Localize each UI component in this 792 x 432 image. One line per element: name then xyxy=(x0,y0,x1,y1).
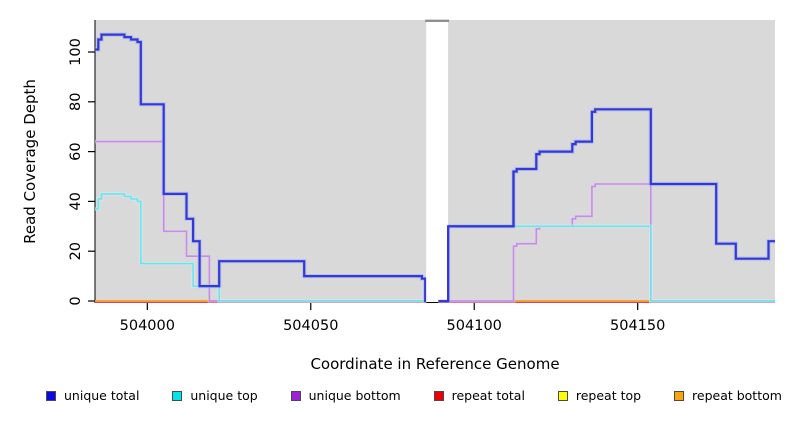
legend-label-repeat-total: repeat total xyxy=(451,388,525,403)
series-unique-bottom xyxy=(448,183,775,302)
legend-item-unique-bottom: unique bottom xyxy=(290,388,401,403)
y-tick-label: 20 xyxy=(68,242,84,260)
legend-swatch-repeat-bottom xyxy=(674,390,685,401)
series-unique-total-gap-runin xyxy=(438,171,515,303)
x-tick-label: 504150 xyxy=(610,318,665,334)
y-tick-label: 60 xyxy=(68,142,84,160)
series-unique-top xyxy=(95,193,427,302)
legend-item-repeat-total: repeat total xyxy=(433,388,525,403)
legend-label-unique-bottom: unique bottom xyxy=(308,388,401,403)
legend-label-repeat-top: repeat top xyxy=(575,388,642,403)
legend-item-unique-top: unique top xyxy=(172,388,258,403)
coverage-chart: 504000 504050 504100 504150 0 20 40 60 80 100 Coor… xyxy=(21,19,775,373)
legend-swatch-repeat-total xyxy=(433,390,444,401)
legend-item-repeat-top: repeat top xyxy=(557,388,642,403)
legend-swatch-unique-top xyxy=(172,390,183,401)
x-axis-title: Coordinate in Reference Genome xyxy=(310,355,559,373)
series-unique-total xyxy=(95,33,427,303)
y-tick-label: 80 xyxy=(68,93,84,111)
legend-label-repeat-bottom: repeat bottom xyxy=(692,388,782,403)
legend-swatch-unique-bottom xyxy=(290,390,301,401)
no-data-gap xyxy=(426,20,449,302)
series-unique-total xyxy=(438,108,775,303)
legend-label-unique-total: unique total xyxy=(64,388,140,403)
legend: unique total unique top unique bottom repea… xyxy=(0,382,792,403)
legend-item-repeat-bottom: repeat bottom xyxy=(674,388,782,403)
x-tick-label: 504000 xyxy=(120,318,175,334)
legend-item-unique-total: unique total xyxy=(46,388,139,403)
y-axis-title: Read Coverage Depth xyxy=(21,79,39,244)
legend-swatch-repeat-top xyxy=(557,390,568,401)
legend-swatch-unique-total xyxy=(46,390,56,401)
series-unique-top xyxy=(448,225,775,302)
x-tick-label: 504050 xyxy=(283,318,338,334)
y-tick-label: 100 xyxy=(68,38,84,66)
legend-label-unique-top: unique top xyxy=(190,388,258,403)
y-tick-label: 0 xyxy=(68,296,84,305)
x-tick-label: 504100 xyxy=(447,318,502,334)
y-tick-label: 40 xyxy=(68,192,84,210)
